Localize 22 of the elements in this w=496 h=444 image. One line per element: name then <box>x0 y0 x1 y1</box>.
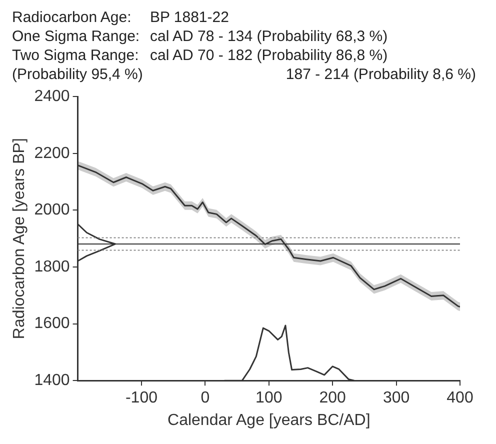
x-tick-label: 200 <box>319 390 346 407</box>
text: Radiocarbon Age: <box>12 8 132 27</box>
y-tick-label: 2000 <box>34 202 70 219</box>
y-tick-label: 1600 <box>34 315 70 332</box>
text: Two Sigma Range: <box>12 46 140 65</box>
text: BP 1881-22 <box>150 8 230 27</box>
x-tick-label: 300 <box>382 390 410 407</box>
text: cal AD 78 - 134 (Probability 68,3 %) <box>150 27 389 46</box>
text: 187 - 214 (Probability 8,6 %) <box>284 65 477 84</box>
text: cal AD 70 - 182 (Probability 86,8 %) <box>150 46 389 65</box>
x-axis-title: Calendar Age [years BC/AD] <box>168 412 370 429</box>
y-tick-label: 2400 <box>34 88 70 106</box>
text: (Probability 95,4 %) <box>12 65 144 84</box>
x-tick-label: 0 <box>200 390 210 407</box>
y-tick-label: 1400 <box>34 372 70 390</box>
y-tick-label: 2200 <box>34 144 70 162</box>
y-tick-label: 1800 <box>34 258 70 276</box>
x-tick-label: 400 <box>446 390 474 407</box>
y-axis-title: Radiocarbon Age [years BP] <box>11 138 28 340</box>
x-tick-label: 100 <box>256 390 282 407</box>
x-tick-label: -100 <box>125 390 158 407</box>
text: One Sigma Range: <box>12 27 141 46</box>
